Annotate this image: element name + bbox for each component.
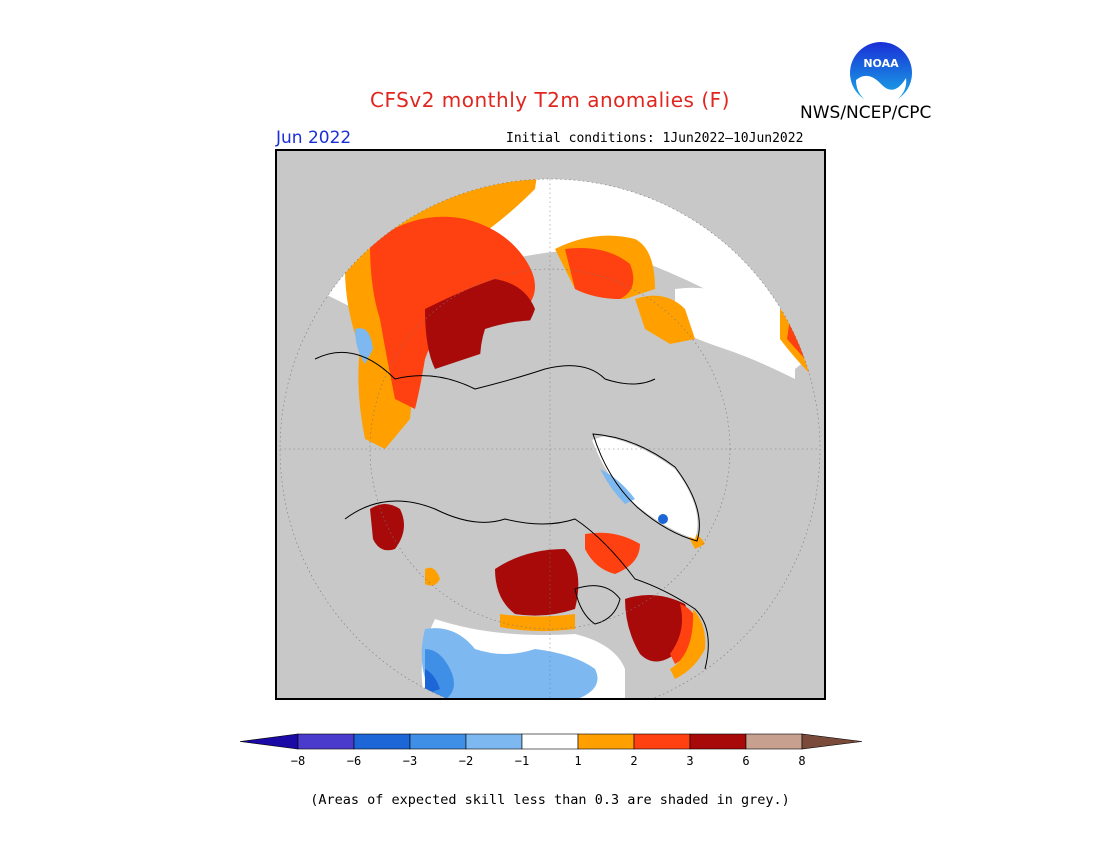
colorbar-cell-m1_p1 xyxy=(521,733,579,750)
coastline-north-america xyxy=(344,500,709,670)
footnote: (Areas of expected skill less than 0.3 a… xyxy=(310,792,790,808)
colorbar-tick-label: 3 xyxy=(686,754,693,768)
region-red-hudson-rim xyxy=(670,604,700,664)
colorbar-tick-label: 6 xyxy=(742,754,749,768)
noaa-logo-text: NOAA xyxy=(863,57,899,70)
colorbar-cell-m2_m1 xyxy=(465,733,523,750)
region-grey-arctic xyxy=(480,320,647,449)
colorbar-cell-p2_p3 xyxy=(633,733,691,750)
region-white-greenland xyxy=(590,434,698,539)
noaa-logo: NOAA xyxy=(850,42,912,105)
region-orange-alaska xyxy=(425,567,440,586)
region-orange-canada-band xyxy=(500,614,575,632)
region-blue-greenland-core xyxy=(658,514,668,524)
coastline-hudson-bay xyxy=(574,585,621,625)
region-darkred-alaska xyxy=(370,504,404,551)
coastline-greenland xyxy=(592,433,700,542)
colorbar-cell-m3_m2 xyxy=(409,733,467,750)
colorbar-tick-label: −8 xyxy=(291,754,305,768)
region-blue-scandinavia xyxy=(355,328,373,364)
colorbar-tick-label: −6 xyxy=(347,754,361,768)
polar-anomaly-map xyxy=(275,149,826,700)
colorbar-cell-m8_m6 xyxy=(297,733,355,750)
colorbar-tick-label: −2 xyxy=(459,754,473,768)
colorbar: −8 −6 −3 −2 −1 1 2 3 6 8 xyxy=(239,733,862,768)
colorbar-tick-label: −1 xyxy=(515,754,529,768)
region-red-siberia xyxy=(565,248,634,299)
colorbar-tick-label: 8 xyxy=(798,754,805,768)
colorbar-arrow-high xyxy=(801,733,862,750)
region-orange-quebec xyxy=(670,609,706,679)
region-blue-light-west xyxy=(421,628,598,700)
colorbar-cell-m6_m3 xyxy=(353,733,411,750)
region-white-right xyxy=(675,287,795,379)
colorbar-arrow-low xyxy=(239,733,299,750)
region-red-arctic-archipelago xyxy=(585,532,640,574)
colorbar-cell-p3_p6 xyxy=(689,733,747,750)
colorbar-cell-p1_p2 xyxy=(577,733,635,750)
agency-label: NWS/NCEP/CPC xyxy=(800,103,932,123)
initial-conditions: Initial conditions: 1Jun2022–10Jun2022 xyxy=(506,131,804,146)
region-blue-dark-west xyxy=(425,669,440,694)
region-darkred-russia xyxy=(425,279,535,369)
forecast-month: Jun 2022 xyxy=(276,128,352,148)
map-border xyxy=(275,149,826,700)
colorbar-tick-label: 2 xyxy=(630,754,637,768)
region-darkred-canada xyxy=(495,549,579,616)
graticule-30n xyxy=(279,178,821,700)
region-orange-eastasia xyxy=(635,295,695,344)
colorbar-tick-label: 1 xyxy=(574,754,581,768)
region-darkred-hudson xyxy=(625,595,689,662)
colorbar-cell-p6_p8 xyxy=(745,733,803,750)
colorbar-tick-label: −3 xyxy=(403,754,417,768)
coastline-eurasia xyxy=(314,351,656,390)
chart-title: CFSv2 monthly T2m anomalies (F) xyxy=(370,88,730,112)
